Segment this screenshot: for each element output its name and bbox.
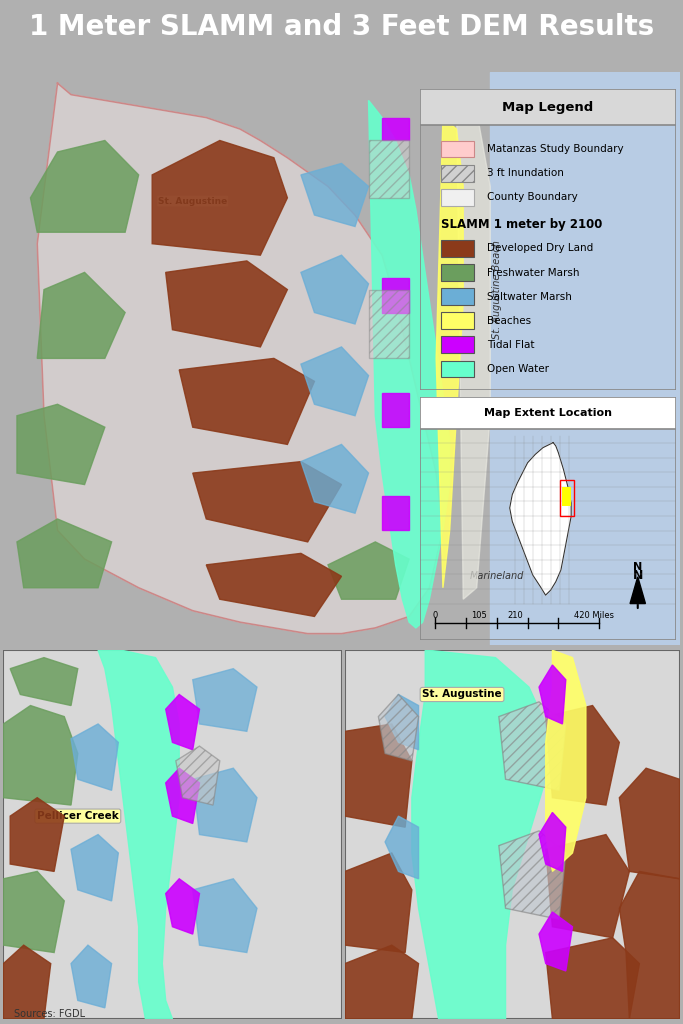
Bar — [420, 397, 676, 429]
Polygon shape — [193, 462, 342, 542]
FancyBboxPatch shape — [441, 141, 474, 158]
Polygon shape — [382, 496, 409, 530]
Polygon shape — [31, 140, 139, 232]
Polygon shape — [71, 835, 118, 901]
Polygon shape — [619, 768, 680, 879]
Polygon shape — [382, 118, 409, 140]
Polygon shape — [176, 746, 220, 805]
Text: N: N — [632, 568, 643, 582]
Polygon shape — [539, 665, 566, 724]
Text: Marineland: Marineland — [470, 571, 525, 582]
Text: Map Legend: Map Legend — [503, 100, 594, 114]
Polygon shape — [17, 404, 105, 484]
Text: St. Augustine Beach: St. Augustine Beach — [492, 241, 502, 339]
Text: 420 Miles: 420 Miles — [574, 611, 614, 621]
Polygon shape — [436, 118, 463, 588]
Polygon shape — [385, 816, 419, 879]
Bar — [420, 89, 676, 125]
Polygon shape — [10, 798, 64, 871]
Text: Tidal Flat: Tidal Flat — [486, 340, 534, 350]
Text: 1 Meter SLAMM and 3 Feet DEM Results: 1 Meter SLAMM and 3 Feet DEM Results — [29, 12, 654, 41]
Polygon shape — [301, 164, 369, 226]
FancyBboxPatch shape — [441, 360, 474, 377]
Polygon shape — [345, 945, 419, 1019]
Polygon shape — [546, 650, 586, 871]
Polygon shape — [630, 577, 645, 603]
Polygon shape — [510, 442, 571, 595]
Polygon shape — [38, 272, 125, 358]
Polygon shape — [385, 694, 419, 750]
Polygon shape — [412, 650, 546, 1019]
Text: Map Extent Location: Map Extent Location — [484, 408, 612, 418]
Polygon shape — [71, 945, 111, 1008]
Text: Sources: FGDL: Sources: FGDL — [14, 1009, 85, 1019]
FancyBboxPatch shape — [441, 241, 474, 257]
FancyBboxPatch shape — [441, 264, 474, 281]
Polygon shape — [456, 100, 490, 599]
Text: St. Augustine: St. Augustine — [158, 197, 227, 206]
Bar — [562, 486, 571, 506]
Polygon shape — [378, 694, 419, 761]
Text: N: N — [633, 562, 643, 572]
Polygon shape — [382, 393, 409, 427]
Polygon shape — [345, 853, 412, 952]
Polygon shape — [166, 694, 199, 750]
Text: SLAMM 1 meter by 2100: SLAMM 1 meter by 2100 — [441, 218, 602, 231]
Text: County Boundary: County Boundary — [486, 193, 577, 203]
Polygon shape — [328, 542, 409, 599]
Polygon shape — [539, 912, 572, 971]
FancyBboxPatch shape — [441, 189, 474, 206]
FancyBboxPatch shape — [441, 312, 474, 329]
Text: 0: 0 — [433, 611, 438, 621]
Polygon shape — [3, 945, 51, 1019]
Polygon shape — [369, 100, 449, 628]
Text: 3 ft Inundation: 3 ft Inundation — [486, 168, 563, 178]
FancyBboxPatch shape — [441, 337, 474, 353]
Polygon shape — [546, 706, 619, 805]
Text: Saltwater Marsh: Saltwater Marsh — [486, 292, 572, 302]
Text: 105: 105 — [471, 611, 487, 621]
Polygon shape — [38, 83, 443, 634]
Text: 210: 210 — [507, 611, 523, 621]
Bar — [559, 480, 574, 516]
Polygon shape — [166, 879, 199, 934]
Polygon shape — [166, 768, 199, 823]
Polygon shape — [619, 871, 680, 1019]
Text: Beaches: Beaches — [486, 315, 531, 326]
Text: Open Water: Open Water — [486, 364, 548, 374]
Polygon shape — [546, 938, 639, 1019]
FancyBboxPatch shape — [441, 165, 474, 181]
Polygon shape — [206, 553, 342, 616]
Polygon shape — [369, 290, 409, 358]
Polygon shape — [98, 650, 179, 1019]
Polygon shape — [3, 706, 78, 805]
Polygon shape — [17, 519, 111, 588]
Polygon shape — [71, 724, 118, 791]
Polygon shape — [179, 358, 314, 444]
Polygon shape — [152, 140, 288, 255]
Polygon shape — [382, 279, 409, 312]
Polygon shape — [3, 871, 64, 952]
Polygon shape — [301, 255, 369, 324]
Polygon shape — [369, 140, 409, 198]
Polygon shape — [499, 830, 566, 920]
Polygon shape — [546, 835, 630, 938]
Bar — [490, 72, 680, 645]
Polygon shape — [193, 768, 257, 842]
Text: Freshwater Marsh: Freshwater Marsh — [486, 267, 579, 278]
Text: St. Augustine: St. Augustine — [422, 689, 502, 699]
Polygon shape — [193, 879, 257, 952]
Polygon shape — [301, 347, 369, 416]
Text: Matanzas Study Boundary: Matanzas Study Boundary — [486, 144, 624, 155]
Polygon shape — [345, 724, 412, 827]
Polygon shape — [193, 669, 257, 731]
FancyBboxPatch shape — [441, 289, 474, 305]
Polygon shape — [499, 701, 566, 791]
Text: Pellicer Creek: Pellicer Creek — [37, 811, 119, 821]
Polygon shape — [10, 657, 78, 706]
Text: Developed Dry Land: Developed Dry Land — [486, 244, 593, 254]
Polygon shape — [301, 444, 369, 513]
Polygon shape — [166, 261, 288, 347]
Polygon shape — [539, 812, 566, 871]
